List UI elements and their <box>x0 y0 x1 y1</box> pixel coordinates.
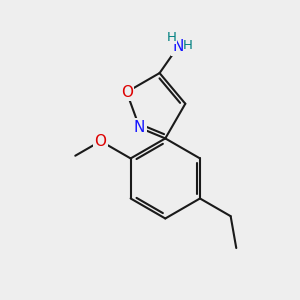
Text: H: H <box>183 38 193 52</box>
Text: O: O <box>94 134 106 148</box>
Text: N: N <box>172 39 184 54</box>
Text: O: O <box>121 85 133 100</box>
Text: N: N <box>134 120 145 135</box>
Text: H: H <box>166 31 176 44</box>
